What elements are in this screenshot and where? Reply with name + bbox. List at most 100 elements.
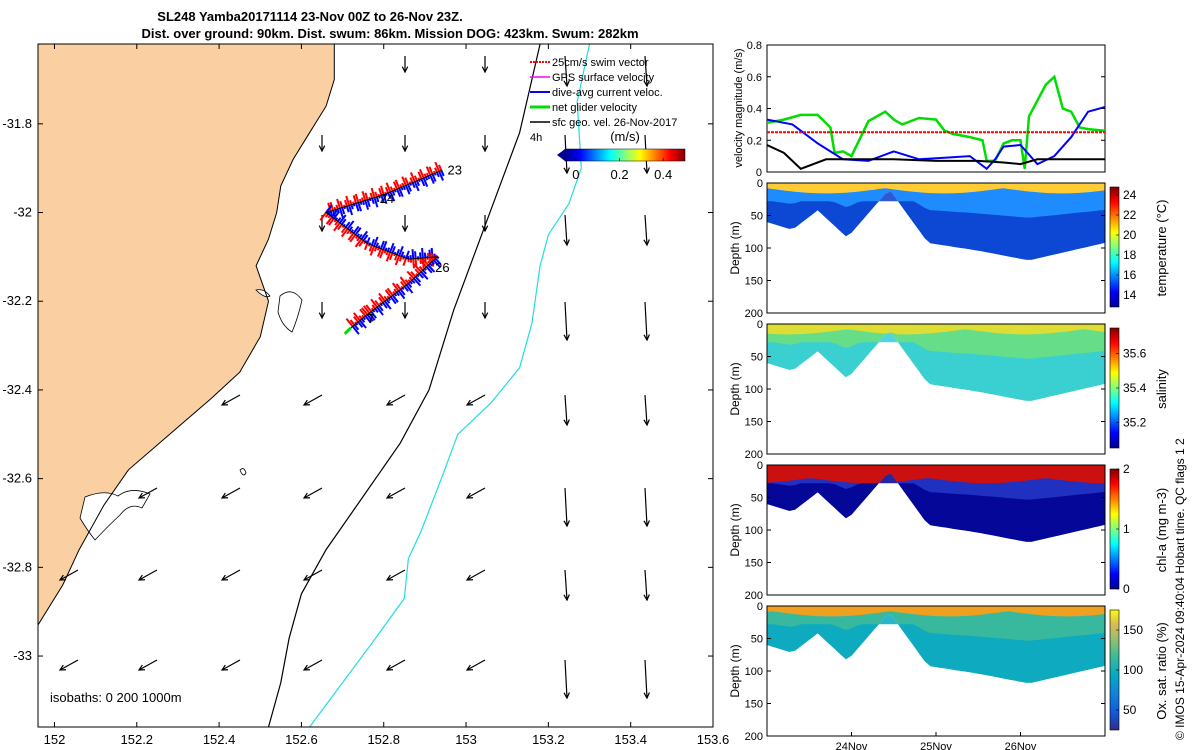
track-label: 26 — [435, 260, 449, 275]
section-panel-salinity: 0 50 100 150 200 Depth (m) 35.2 35.4 35.6 salinit… — [728, 319, 1169, 461]
map-legend: 25cm/s swim vector GPS surface velocity … — [530, 57, 677, 129]
section-y-tick-label: 150 — [745, 699, 763, 711]
velocity-y-tick-label: 0.4 — [747, 104, 762, 116]
section-y-tick-label: 100 — [745, 666, 763, 678]
glider-track-vectors — [319, 161, 445, 335]
velocity-y-tick-label: 0 — [756, 167, 762, 179]
legend-sfc-geo: sfc geo. vel. 26-Nov-2017 — [552, 117, 677, 129]
map-x-tick-label: 153.6 — [697, 732, 730, 747]
section-y-label: Depth (m) — [728, 644, 742, 697]
map-colorbar-tag: 4h — [530, 132, 542, 144]
section-x-tick-label: 24Nov — [836, 741, 868, 750]
section-y-tick-label: 150 — [745, 276, 763, 288]
section-y-tick-label: 200 — [745, 449, 763, 461]
section-panel-oxygen: 0 50 100 150 200 Depth (m) 50 100 150 Ox. sat. ra… — [728, 601, 1169, 750]
map-colorbar-tick-label: 0 — [572, 167, 579, 182]
section-y-tick-label: 150 — [745, 417, 763, 429]
velocity-series-line — [767, 74, 1105, 169]
section-colorbar-tick-label: 1 — [1123, 522, 1130, 536]
section-x-tick-label: 25Nov — [920, 741, 952, 750]
section-colorbar-tick-label: 24 — [1123, 188, 1137, 202]
isobath-1000m — [309, 44, 591, 727]
map-y-tick-label: -32.2 — [2, 293, 32, 308]
section-panel-temperature: 0 50 100 150 200 Depth (m) 14 16 18 20 22 24 tempera… — [728, 178, 1169, 320]
section-panel-chl-a: 0 50 100 150 200 Depth (m) 0 1 2 chl-a (mg m-3) — [728, 460, 1169, 602]
map-x-tick-label: 153 — [455, 732, 477, 747]
section-y-label: Depth (m) — [728, 221, 742, 274]
section-colorbar-label: chl-a (mg m-3) — [1154, 488, 1169, 573]
section-x-tick-label: 26Nov — [1005, 741, 1037, 750]
map-colorbar: 4h (m/s) 0 0.2 0.4 — [530, 129, 686, 182]
track-day-labels: 23 24 26 7 — [367, 162, 462, 326]
velocity-y-tick-label: 0.8 — [747, 40, 762, 52]
legend-net-glider: net glider velocity — [552, 102, 637, 114]
section-colorbar-tick-label: 35.6 — [1123, 347, 1147, 361]
isobaths-note: isobaths: 0 200 1000m — [50, 690, 182, 705]
track-label: 7 — [367, 311, 374, 326]
section-colorbar-label: salinity — [1154, 369, 1169, 409]
section-colorbar-tick-label: 35.2 — [1123, 415, 1147, 429]
section-y-tick-label: 50 — [751, 634, 763, 646]
section-y-tick-label: 200 — [745, 731, 763, 743]
section-y-tick-label: 150 — [745, 558, 763, 570]
section-y-tick-label: 200 — [745, 308, 763, 320]
track-label: 24 — [380, 191, 394, 206]
track-label: 23 — [448, 162, 462, 177]
section-y-tick-label: 100 — [745, 243, 763, 255]
map-colorbar-label: (m/s) — [610, 129, 640, 144]
section-y-tick-label: 200 — [745, 590, 763, 602]
credit-text: © IMOS 15-Apr-2024 09:40:04 Hobart time.… — [1173, 438, 1187, 740]
section-colorbar-tick-label: 35.4 — [1123, 381, 1147, 395]
map-x-tick-label: 152.8 — [367, 732, 400, 747]
map-y-tick-label: -32 — [13, 205, 32, 220]
section-y-tick-label: 0 — [757, 178, 763, 190]
legend-dive-avg: dive-avg current veloc. — [552, 87, 663, 99]
legend-gps-velocity: GPS surface velocity — [552, 72, 655, 84]
map-y-tick-label: -33 — [13, 648, 32, 663]
section-colorbar-label: temperature (°C) — [1154, 200, 1169, 297]
map-x-tick-label: 152.4 — [203, 732, 236, 747]
section-colorbar-tick-label: 2 — [1123, 462, 1130, 476]
map-y-tick-label: -32.4 — [2, 382, 32, 397]
velocity-y-tick-label: 0.6 — [747, 72, 762, 84]
section-colorbar-tick-label: 100 — [1123, 663, 1143, 677]
section-colorbar-tick-label: 20 — [1123, 228, 1137, 242]
land-area — [38, 44, 335, 625]
section-y-tick-label: 50 — [751, 352, 763, 364]
velocity-y-tick-label: 0.2 — [747, 135, 762, 147]
map-colorbar-tick-label: 0.4 — [654, 167, 672, 182]
map-colorbar-ramp — [564, 148, 686, 162]
section-colorbar-label: Ox. sat. ratio (%) — [1154, 622, 1169, 720]
map-x-axis: 152 152.2 152.4 152.6 152.8 153 153.2 153.4 153.… — [44, 44, 730, 747]
section-y-tick-label: 100 — [745, 525, 763, 537]
map-colorbar-tick-label: 0.2 — [611, 167, 629, 182]
velocity-series-line — [767, 105, 1105, 171]
section-y-tick-label: 0 — [757, 460, 763, 472]
section-y-label: Depth (m) — [728, 503, 742, 556]
section-y-tick-label: 50 — [751, 493, 763, 505]
section-y-tick-label: 0 — [757, 319, 763, 331]
map-y-tick-label: -32.6 — [2, 471, 32, 486]
velocity-panel: 0 0.2 0.4 0.6 0.8 velocity magnitude (m/s) — [733, 40, 1106, 179]
map-y-tick-label: -31.8 — [2, 116, 32, 131]
map-x-tick-label: 152 — [44, 732, 66, 747]
map-x-tick-label: 153.2 — [532, 732, 565, 747]
velocity-y-axis: 0 0.2 0.4 0.6 0.8 — [747, 40, 1105, 179]
velocity-series-line — [767, 144, 1105, 170]
section-colorbar-tick-label: 22 — [1123, 208, 1137, 222]
title-line-1: SL248 Yamba20171114 23-Nov 00Z to 26-Nov… — [157, 9, 462, 24]
section-colorbar-tick-label: 14 — [1123, 288, 1137, 302]
section-colorbar-tick-label: 16 — [1123, 268, 1137, 282]
map-x-tick-label: 152.6 — [285, 732, 318, 747]
coastline — [38, 44, 335, 626]
section-y-tick-label: 0 — [757, 601, 763, 613]
section-colorbar-tick-label: 150 — [1123, 623, 1143, 637]
legend-swim-vector: 25cm/s swim vector — [552, 57, 649, 69]
velocity-y-label: velocity magnitude (m/s) — [733, 48, 745, 167]
map-x-tick-label: 152.2 — [121, 732, 154, 747]
map-x-tick-label: 153.4 — [614, 732, 647, 747]
section-colorbar — [1109, 186, 1120, 308]
estuary-islands — [79, 289, 303, 541]
